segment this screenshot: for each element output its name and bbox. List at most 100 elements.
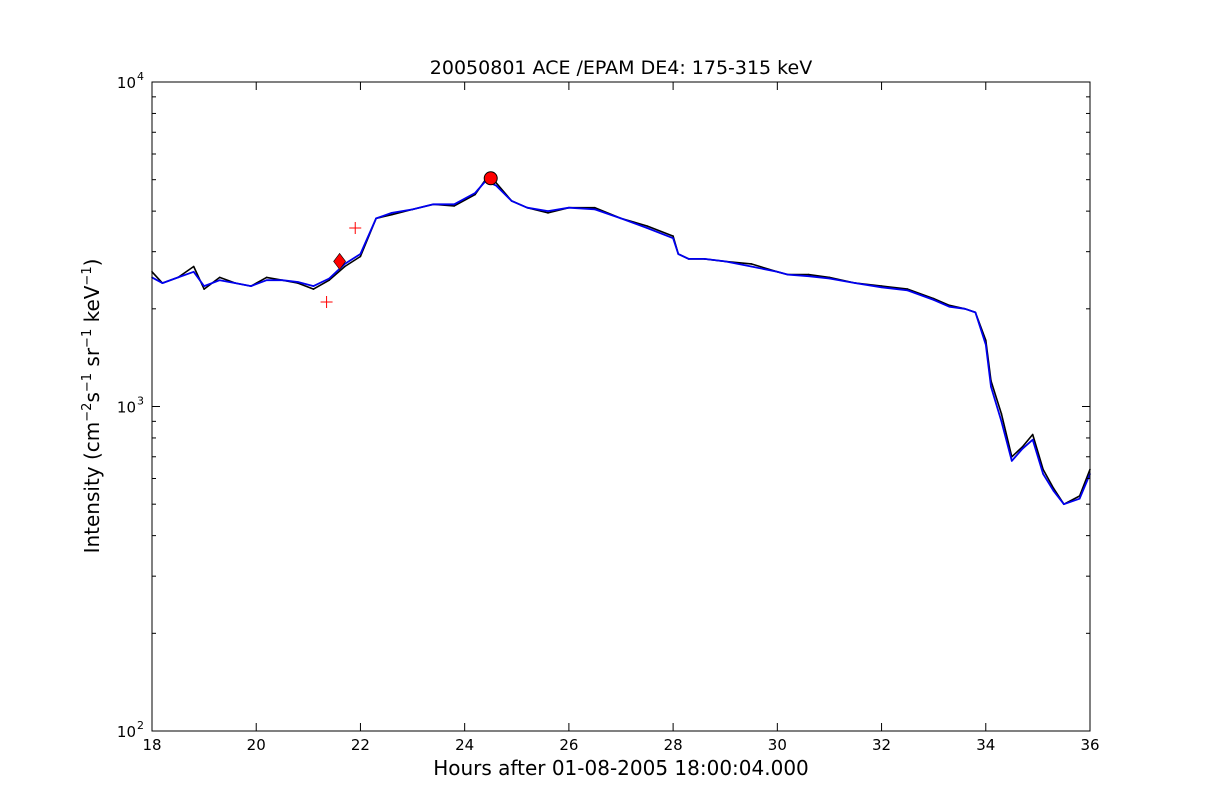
- y-label-exp-2: −1: [80, 373, 95, 392]
- data-point-smoothed: [192, 271, 195, 273]
- peak-marker: [483, 171, 498, 186]
- data-point-smoothed: [776, 271, 779, 273]
- y-label-suffix: ): [80, 259, 104, 267]
- data-point-smoothed: [344, 263, 346, 265]
- data-point-raw: [594, 206, 596, 209]
- data-point-smoothed: [432, 203, 435, 206]
- plot-frame: [151, 81, 1091, 732]
- data-point-smoothed: [990, 386, 992, 388]
- data-point-smoothed: [594, 208, 596, 211]
- x-tick-label: 20: [247, 736, 266, 754]
- data-point-smoothed: [787, 273, 789, 276]
- data-point-smoothed: [510, 200, 513, 202]
- data-point-smoothed: [1078, 497, 1081, 500]
- onset-marker: [333, 252, 346, 270]
- data-point-raw: [328, 279, 331, 282]
- cross-marker: [320, 295, 333, 308]
- data-point-smoothed: [547, 210, 549, 212]
- x-axis-label: Hours after 01-08-2005 18:00:04.000: [433, 756, 809, 780]
- y-label-unit-sr: sr: [80, 347, 104, 373]
- x-tick-label: 28: [664, 736, 683, 754]
- data-point-smoothed: [807, 275, 810, 278]
- y-label-prefix: Intensity (cm: [80, 422, 104, 554]
- data-point-raw: [807, 273, 810, 276]
- data-point-smoothed: [750, 265, 753, 268]
- data-point-smoothed: [526, 206, 528, 209]
- data-point-smoothed: [724, 260, 726, 263]
- data-point-raw: [1031, 433, 1034, 436]
- data-point-raw: [547, 212, 549, 214]
- data-point-raw: [192, 265, 195, 268]
- data-point-smoothed: [948, 305, 951, 308]
- data-point-smoothed: [474, 192, 476, 194]
- y-label-unit-s: s: [80, 392, 104, 402]
- y-tick-label: 10: [117, 723, 136, 741]
- data-point-smoothed: [906, 289, 909, 292]
- data-point-smoothed: [328, 277, 331, 280]
- chart-title: 20050801 ACE /EPAM DE4: 175-315 keV: [430, 57, 812, 79]
- y-label-exp-3: −1: [80, 329, 95, 348]
- data-point-smoothed: [453, 203, 456, 206]
- x-tick-label: 24: [455, 736, 474, 754]
- data-point-raw: [672, 235, 674, 237]
- data-point-smoothed: [281, 279, 284, 282]
- data-point-smoothed: [375, 217, 377, 220]
- data-point-smoothed: [265, 279, 268, 282]
- data-point-smoothed: [297, 281, 299, 283]
- data-point-raw: [359, 255, 362, 258]
- data-point-raw: [1000, 412, 1003, 415]
- data-point-raw: [344, 265, 346, 268]
- data-point-smoothed: [1011, 460, 1013, 462]
- data-point-smoothed: [974, 311, 977, 314]
- data-point-raw: [646, 225, 648, 227]
- cross-marker: [349, 221, 362, 234]
- data-point-smoothed: [703, 258, 706, 260]
- data-point-smoothed: [218, 279, 221, 282]
- data-point-smoothed: [234, 282, 237, 284]
- x-tick-label: 36: [1080, 736, 1099, 754]
- data-point-smoothed: [312, 285, 315, 287]
- x-tick-label: 34: [976, 736, 995, 754]
- data-point-raw: [390, 213, 393, 216]
- data-point-smoothed: [620, 217, 622, 220]
- data-point-smoothed: [687, 258, 690, 260]
- y-label-exp-4: −1: [80, 266, 95, 285]
- marker-layer: [320, 171, 498, 308]
- data-point-smoothed: [932, 299, 935, 301]
- data-point-smoothed: [1042, 473, 1044, 475]
- data-point-smoothed: [1021, 448, 1024, 450]
- data-point-raw: [312, 288, 315, 290]
- x-tick-label: 32: [872, 736, 891, 754]
- series-layer: [151, 178, 1091, 506]
- data-point-smoothed: [1000, 420, 1003, 423]
- data-point-smoothed: [880, 286, 883, 289]
- y-axis-label: Intensity (cm−2s−1 sr−1 keV−1): [80, 259, 104, 554]
- data-point-smoothed: [677, 253, 680, 255]
- data-point-raw: [750, 263, 753, 265]
- x-tick-label: 22: [351, 736, 370, 754]
- data-point-smoothed: [985, 343, 987, 346]
- x-tick-label: 30: [768, 736, 787, 754]
- data-point-raw: [265, 276, 268, 279]
- data-point-smoothed: [646, 227, 648, 229]
- data-point-smoothed: [390, 212, 393, 214]
- x-tick-label: 18: [142, 736, 161, 754]
- data-point-smoothed: [828, 277, 831, 280]
- y-tick-label: 10: [117, 74, 136, 92]
- y-label-unit-kev: keV: [80, 285, 104, 329]
- data-point-smoothed: [250, 285, 252, 287]
- data-point-raw: [203, 288, 205, 290]
- y-tick-exponent: 2: [137, 719, 144, 732]
- data-point-smoothed: [1052, 490, 1055, 492]
- data-point-smoothed: [203, 285, 205, 287]
- data-point-smoothed: [161, 282, 164, 284]
- data-point-raw: [453, 205, 456, 207]
- data-point-smoothed: [177, 276, 179, 279]
- data-point-smoothed: [495, 184, 497, 187]
- data-point-smoothed: [1031, 438, 1034, 441]
- data-point-smoothed: [359, 253, 362, 255]
- data-point-smoothed: [1063, 503, 1065, 506]
- series-line-smoothed: [151, 180, 1091, 506]
